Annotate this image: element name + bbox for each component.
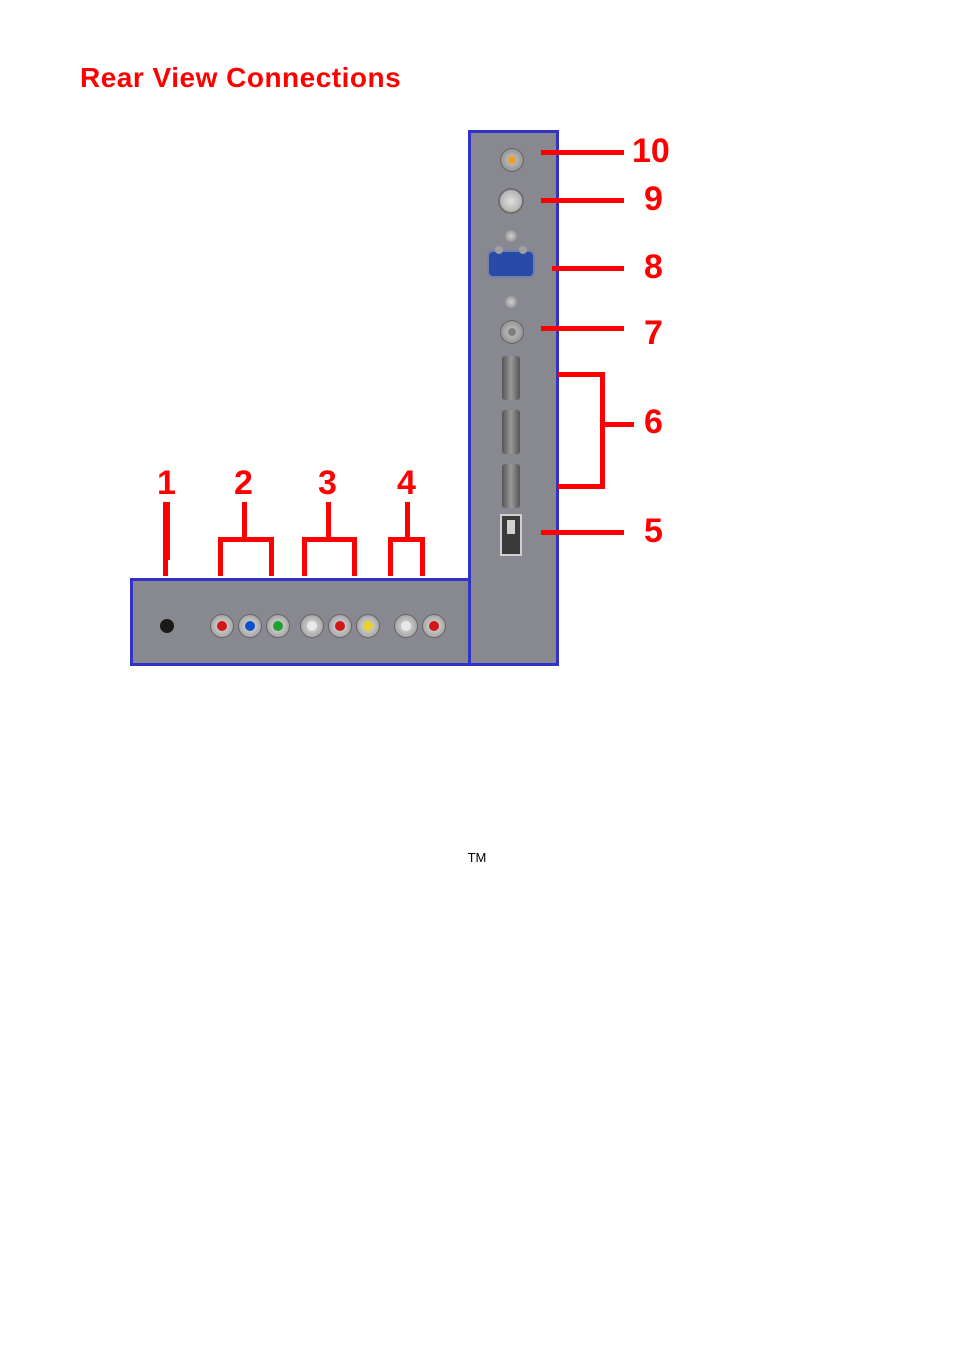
callout-line [302,537,357,542]
callout-number: 4 [397,464,416,503]
callout-line [541,150,624,155]
callout-number: 10 [632,132,670,171]
hdmi-port [502,356,520,400]
rca-port [356,614,380,638]
callout-line [541,198,624,203]
vga-screw [505,296,517,308]
callout-number: 9 [644,180,663,219]
callout-number: 7 [644,314,663,353]
usb-port [500,514,522,556]
callout-line [388,537,393,576]
callout-line [420,537,425,576]
audio-jack-port [500,148,524,172]
callout-line [218,537,274,542]
rca-port [238,614,262,638]
rca-port [328,614,352,638]
callout-number: 2 [234,464,253,503]
callout-line [269,537,274,576]
callout-line [163,502,168,576]
callout-line [552,266,624,271]
rca-port [422,614,446,638]
page: Rear View Connections 10 9 8 7 6 5 1 2 3 4 TM [0,0,954,1355]
callout-number: 1 [157,464,176,503]
callout-line [558,484,605,489]
vga-port [487,250,535,278]
callout-line [302,537,307,576]
callout-number: 3 [318,464,337,503]
callout-number: 8 [644,248,663,287]
rca-port [210,614,234,638]
rca-port [300,614,324,638]
callout-line [558,372,605,377]
callout-line [405,502,410,537]
callout-line [541,326,624,331]
callout-line [600,372,605,489]
coax-port [498,188,524,214]
callout-line [541,530,624,535]
hdmi-port [502,464,520,508]
audio-jack-port [500,320,524,344]
vga-screw [505,230,517,242]
hdmi-port [502,410,520,454]
callout-line [352,537,357,576]
spdif-port [160,619,174,633]
tm-mark: TM [468,850,487,865]
callout-line [218,537,223,576]
rca-port [266,614,290,638]
callout-line [242,502,247,537]
callout-line [604,422,634,427]
callout-line [326,502,331,537]
rca-port [394,614,418,638]
callout-number: 5 [644,512,663,551]
page-title: Rear View Connections [80,62,401,94]
callout-number: 6 [644,403,663,442]
